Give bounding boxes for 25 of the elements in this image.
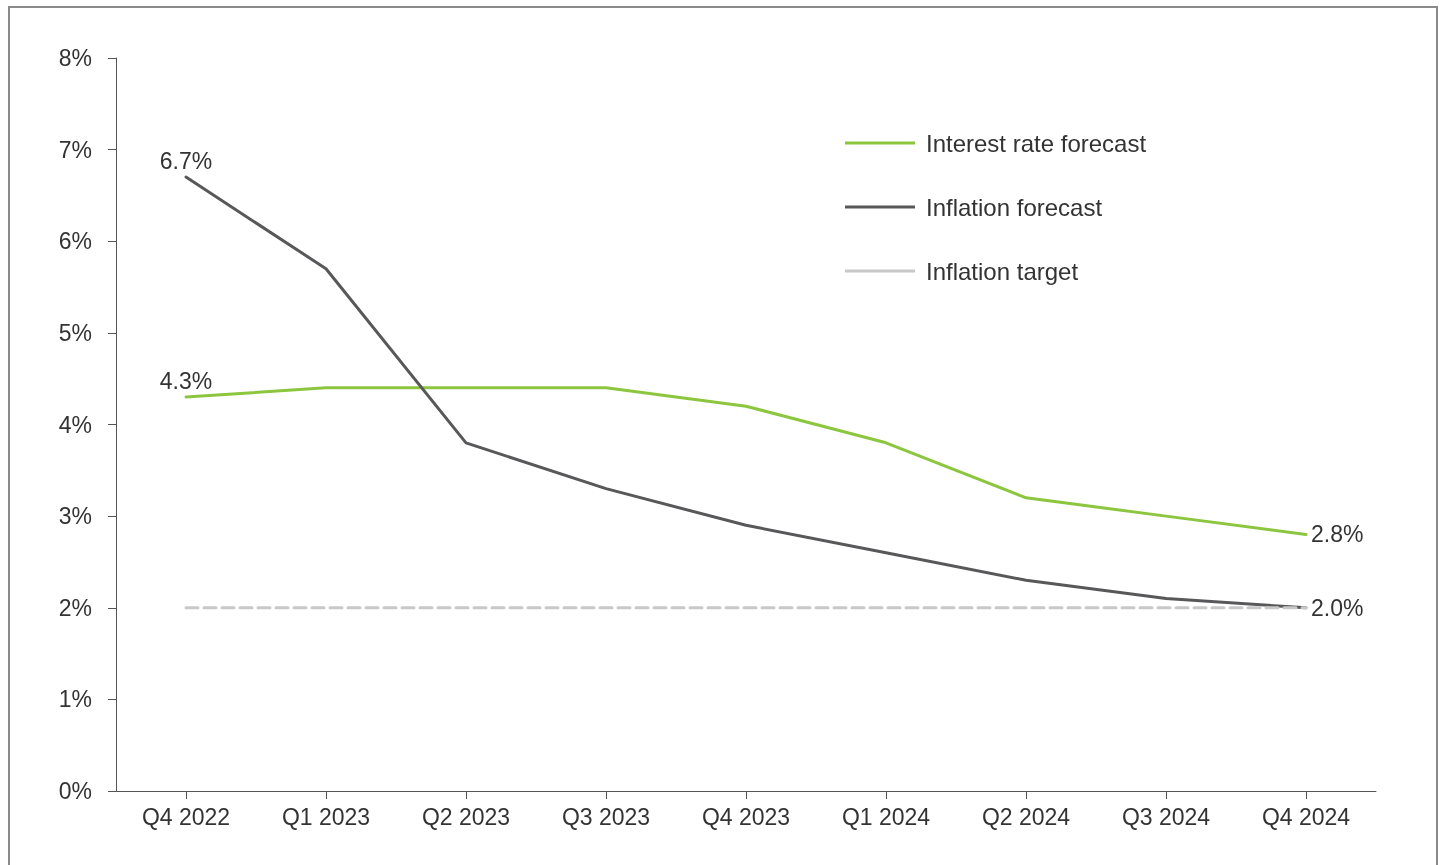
y-tick-label: 7%: [58, 136, 92, 163]
data-label: 6.7%: [159, 147, 213, 174]
x-tick-label: Q4 2022: [141, 803, 231, 830]
x-tick-label: Q3 2023: [561, 803, 651, 830]
legend-label: Inflation target: [926, 257, 1079, 285]
x-tick-label: Q3 2024: [1121, 803, 1211, 830]
x-tick-label: Q2 2023: [421, 803, 511, 830]
x-tick-label: Q4 2024: [1261, 803, 1351, 830]
data-label: 2.8%: [1311, 521, 1364, 548]
y-tick-label: 0%: [58, 778, 92, 804]
legend-label: Interest rate forecast: [926, 129, 1147, 157]
x-tick-label: Q4 2023: [701, 803, 791, 830]
x-tick-label: Q2 2024: [981, 803, 1071, 830]
y-tick-label: 8%: [58, 45, 92, 71]
legend-label: Inflation forecast: [926, 193, 1103, 221]
data-label: 2.0%: [1311, 594, 1364, 621]
x-tick-label: Q1 2024: [841, 803, 931, 830]
data-label: 4.3%: [159, 367, 213, 394]
y-tick-label: 2%: [58, 594, 92, 621]
y-tick-label: 4%: [58, 411, 92, 438]
y-tick-label: 3%: [58, 503, 92, 530]
y-tick-label: 6%: [58, 228, 92, 255]
x-tick-label: Q1 2023: [281, 803, 371, 830]
y-tick-label: 1%: [58, 686, 92, 713]
y-tick-label: 5%: [58, 319, 92, 346]
